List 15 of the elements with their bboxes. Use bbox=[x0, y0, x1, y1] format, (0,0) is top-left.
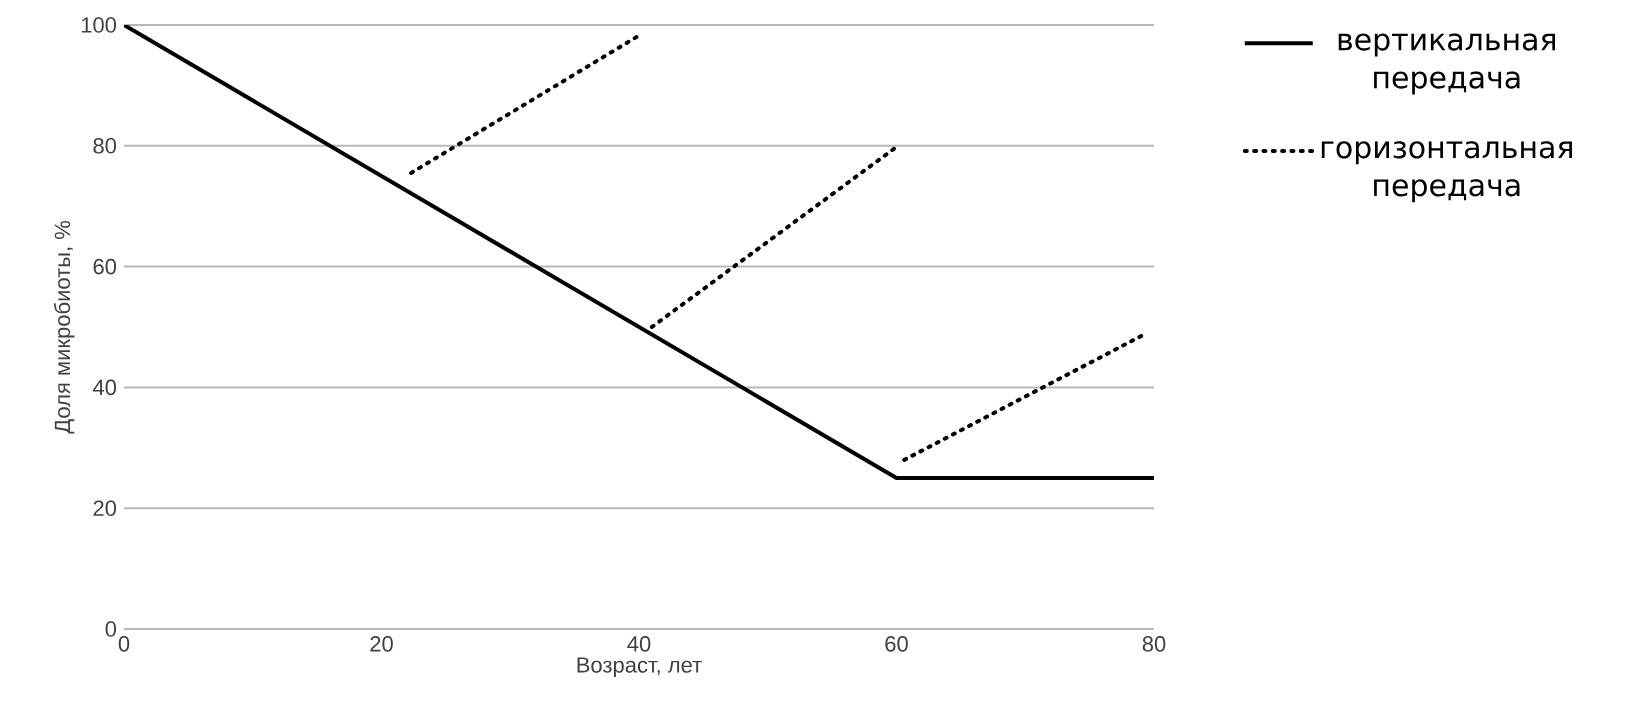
y-tick-label: 20 bbox=[93, 500, 117, 516]
y-tick-label: 0 bbox=[105, 621, 117, 637]
legend-label: горизонтальная передача bbox=[1321, 141, 1572, 203]
y-tick-label: 60 bbox=[93, 258, 117, 275]
y-tick-label: 40 bbox=[92, 379, 117, 396]
x-tick-label: 0 bbox=[118, 636, 130, 652]
x-tick-label: 40 bbox=[627, 636, 651, 652]
x-tick-label: 20 bbox=[370, 636, 393, 652]
y-tick-label: 80 bbox=[93, 138, 117, 154]
y-axis-title: Доля микробиоты, % bbox=[53, 220, 75, 434]
x-tick-label: 80 bbox=[1142, 636, 1166, 652]
x-tick-label: 60 bbox=[885, 636, 908, 652]
x-axis-title: Возраст, лет bbox=[577, 657, 702, 678]
y-tick-label: 100 bbox=[81, 17, 117, 33]
legend-label: вертикальная передача bbox=[1338, 33, 1556, 95]
